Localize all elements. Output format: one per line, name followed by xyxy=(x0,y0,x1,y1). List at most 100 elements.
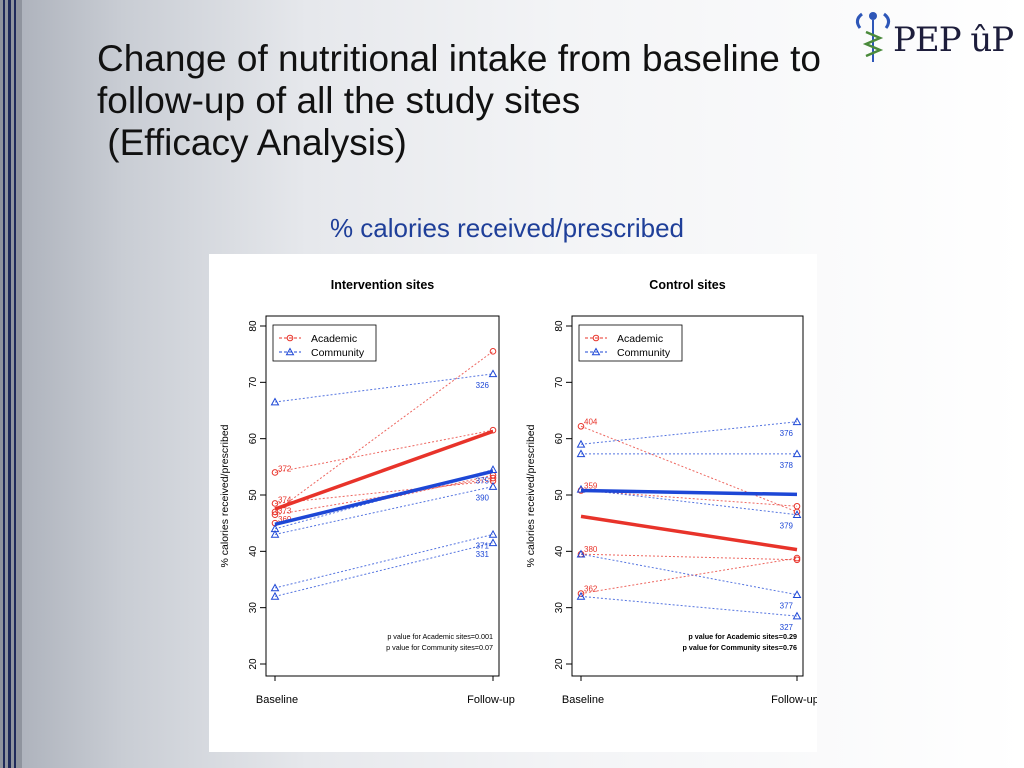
x-tick-label: Baseline xyxy=(256,694,298,706)
site-marker-followup xyxy=(488,369,498,378)
site-marker-baseline xyxy=(271,511,279,519)
p-value-annotation: p value for Academic sites=0.29 xyxy=(688,632,797,641)
legend-label: Academic xyxy=(311,333,357,345)
site-line-community xyxy=(274,373,494,403)
legend-marker-academic xyxy=(286,334,294,342)
site-line-community xyxy=(580,488,798,516)
slide-subtitle: % calories received/prescribed xyxy=(329,213,685,243)
y-tick-label: 60 xyxy=(554,433,565,445)
site-marker-baseline xyxy=(271,500,279,507)
y-tick-label: 40 xyxy=(248,545,259,557)
y-tick-label: 30 xyxy=(554,602,565,614)
x-tick-label: Baseline xyxy=(562,694,604,706)
site-line-community xyxy=(580,421,798,445)
site-marker-baseline xyxy=(576,449,586,458)
legend-label: Community xyxy=(311,347,365,359)
chart-panel-2: Control sites 20 30 40 50 60 70 80 % calories re… xyxy=(525,278,817,706)
site-marker-baseline xyxy=(270,583,280,592)
site-line-community xyxy=(274,542,494,597)
site-label: 390 xyxy=(476,494,490,503)
site-marker-baseline xyxy=(271,469,279,476)
site-line-academic xyxy=(580,557,798,595)
mean-line-academic xyxy=(580,514,798,552)
legend-marker-community xyxy=(591,347,601,356)
site-label: 380 xyxy=(584,545,598,554)
site-line-community xyxy=(274,486,494,535)
legend-marker-academic xyxy=(592,334,600,342)
legend-marker-community xyxy=(285,347,295,356)
logo-text: PEP ûP xyxy=(893,20,1014,60)
site-label: 369 xyxy=(278,515,292,524)
site-marker-followup xyxy=(792,590,802,599)
legend: Academic Community xyxy=(272,324,377,362)
y-tick-label: 70 xyxy=(554,376,565,388)
x-tick-label: Follow-up xyxy=(467,694,515,706)
site-marker-baseline xyxy=(576,591,586,600)
site-label: 362 xyxy=(584,585,598,594)
chart-title: Intervention sites xyxy=(331,278,435,292)
legend: Academic Community xyxy=(578,324,683,362)
title-line-1: Change of nutritional intake from baseli… xyxy=(97,38,821,79)
mean-line-community xyxy=(274,469,494,526)
y-tick-label: 40 xyxy=(554,545,565,557)
mean-line-academic xyxy=(274,429,494,511)
y-tick-label: 20 xyxy=(248,658,259,670)
site-label: 359 xyxy=(584,481,598,490)
site-label: 379 xyxy=(780,522,794,531)
site-label: 327 xyxy=(780,623,794,632)
site-label: 375 xyxy=(476,477,490,486)
site-marker-followup xyxy=(793,554,801,562)
slide-title: Change of nutritional intake from baseli… xyxy=(97,38,917,164)
site-marker-baseline xyxy=(270,529,280,538)
y-tick-label: 80 xyxy=(248,320,259,332)
site-marker-baseline xyxy=(576,439,586,448)
y-axis-label: % calories received/prescribed xyxy=(525,424,537,567)
slide-edge-bars xyxy=(0,0,22,768)
site-marker-followup xyxy=(793,502,801,510)
site-marker-followup xyxy=(792,611,802,620)
site-line-academic xyxy=(274,480,494,504)
site-label: 373 xyxy=(278,507,292,516)
chart-title: Control sites xyxy=(649,278,725,292)
site-label: 376 xyxy=(780,429,794,438)
x-tick-label: Follow-up xyxy=(771,694,817,706)
site-label: 331 xyxy=(476,550,490,559)
y-tick-label: 50 xyxy=(248,489,259,501)
site-label: 374 xyxy=(278,495,292,504)
site-marker-followup xyxy=(488,529,498,538)
y-tick-label: 60 xyxy=(248,433,259,445)
site-marker-baseline xyxy=(270,591,280,600)
site-label: 404 xyxy=(584,417,598,426)
site-line-community xyxy=(580,553,798,596)
site-label: 326 xyxy=(476,381,490,390)
p-value-annotation: p value for Community sites=0.07 xyxy=(386,643,493,652)
y-tick-label: 80 xyxy=(554,320,565,332)
site-label: 372 xyxy=(278,464,292,473)
site-marker-followup xyxy=(488,482,498,490)
chart-panel-1: Intervention sites 20 30 40 50 60 70 80 % calori… xyxy=(219,278,515,706)
p-value-annotation: p value for Community sites=0.76 xyxy=(683,643,797,652)
y-tick-label: 70 xyxy=(248,376,259,388)
plot-frame xyxy=(265,315,500,677)
site-marker-followup xyxy=(488,538,498,547)
title-line-3: (Efficacy Analysis) xyxy=(97,122,407,163)
site-line-academic xyxy=(274,429,494,473)
title-line-2: follow-up of all the study sites xyxy=(97,80,581,121)
p-value-annotation: p value for Academic sites=0.001 xyxy=(387,632,493,641)
chart-figure: Intervention sites 20 30 40 50 60 70 80 % calori… xyxy=(209,254,817,752)
charts-svg: Intervention sites 20 30 40 50 60 70 80 % calori… xyxy=(219,278,817,706)
site-line-academic xyxy=(580,553,798,561)
site-line-community xyxy=(274,533,494,589)
y-axis-label: % calories received/prescribed xyxy=(219,424,231,567)
site-marker-baseline xyxy=(576,549,586,558)
site-line-academic xyxy=(274,477,494,516)
site-marker-followup xyxy=(792,510,802,519)
site-line-academic xyxy=(274,350,494,513)
plot-frame xyxy=(571,315,804,677)
site-label: 377 xyxy=(780,602,794,611)
site-marker-followup xyxy=(489,474,497,482)
site-line-community xyxy=(580,595,798,617)
site-marker-baseline xyxy=(577,422,585,430)
site-marker-followup xyxy=(792,449,802,458)
y-tick-label: 20 xyxy=(554,658,565,670)
